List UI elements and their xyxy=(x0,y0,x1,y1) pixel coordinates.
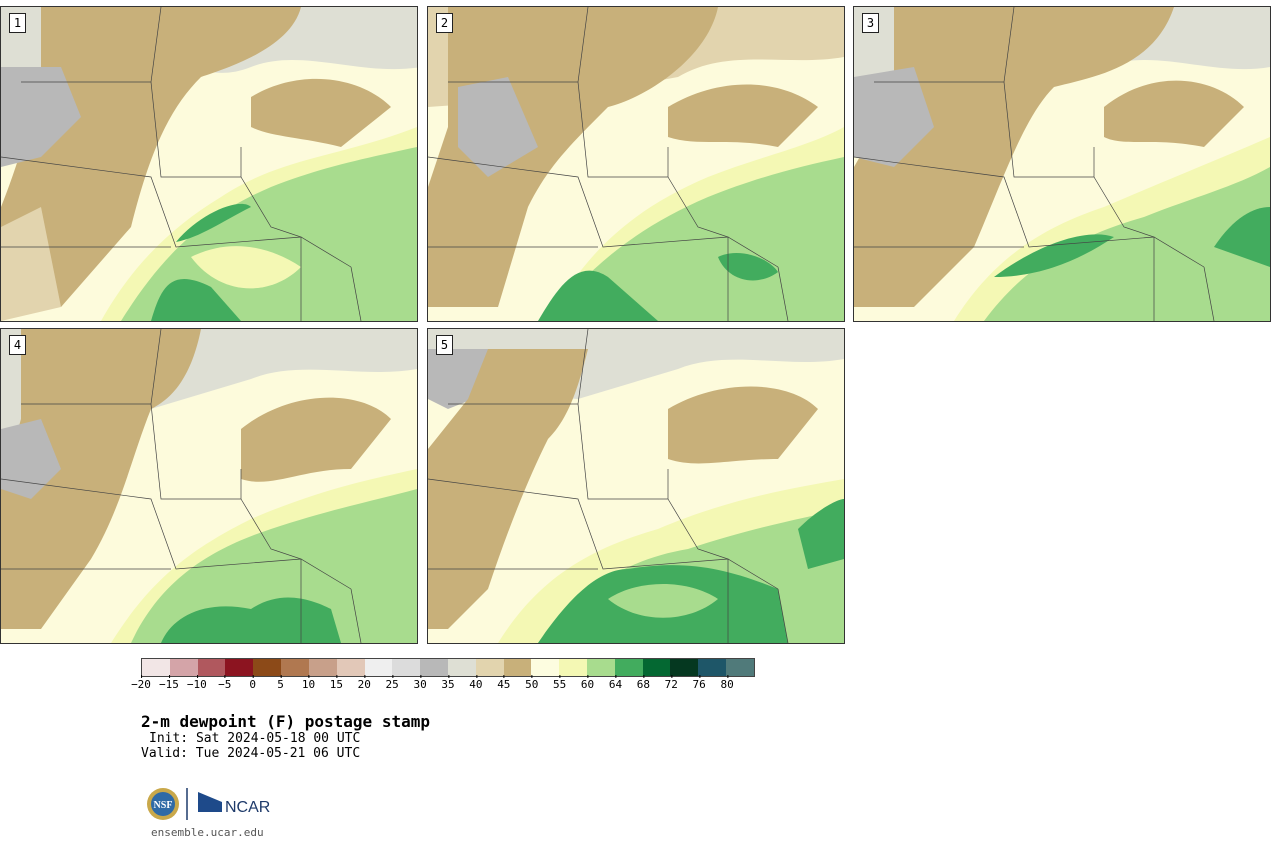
nsf-ncar-logo: NSF NCAR xyxy=(147,788,270,820)
colorbar-swatch xyxy=(559,659,587,676)
colorbar-swatch xyxy=(670,659,699,676)
panel-number: 1 xyxy=(9,13,26,33)
colorbar-tick-label: −5 xyxy=(218,675,232,691)
colorbar xyxy=(141,658,755,677)
map-panel-3: 3 xyxy=(853,6,1271,322)
colorbar-tick-label: 10 xyxy=(301,675,316,691)
colorbar-swatch xyxy=(253,659,282,676)
colorbar-swatch xyxy=(531,659,560,676)
panel-number: 4 xyxy=(9,335,26,355)
colorbar-tick-label: 30 xyxy=(413,675,427,691)
dewpoint-map-4 xyxy=(1,329,417,643)
valid-time: Valid: Tue 2024-05-21 06 UTC xyxy=(141,746,361,761)
colorbar-tick-label: −15 xyxy=(158,675,179,691)
colorbar-swatch xyxy=(336,659,365,676)
colorbar-swatch xyxy=(503,659,532,676)
colorbar-swatch xyxy=(614,659,643,676)
colorbar-tick-label: 20 xyxy=(357,675,371,691)
colorbar-swatch xyxy=(308,659,337,676)
colorbar-swatch xyxy=(281,659,309,676)
map-panel-2: 2 xyxy=(427,6,845,322)
panel-number: 2 xyxy=(436,13,453,33)
colorbar-swatch xyxy=(225,659,254,676)
colorbar-tick-label: 64 xyxy=(608,675,623,691)
colorbar-swatch xyxy=(447,659,476,676)
colorbar-tick-label: 68 xyxy=(636,675,650,691)
colorbar-tick-label: 15 xyxy=(329,675,343,691)
dewpoint-map-1 xyxy=(1,7,417,321)
map-panel-5: 5 xyxy=(427,328,845,644)
dewpoint-map-2 xyxy=(428,7,844,321)
colorbar-swatch xyxy=(726,659,754,676)
colorbar-tick-label: 5 xyxy=(277,675,284,691)
panel-number: 3 xyxy=(862,13,879,33)
colorbar-tick-label: 55 xyxy=(553,675,567,691)
colorbar-swatch xyxy=(420,659,448,676)
colorbar-tick-label: 72 xyxy=(664,675,678,691)
colorbar-tick-label: −10 xyxy=(186,675,207,691)
dewpoint-map-3 xyxy=(854,7,1270,321)
colorbar-swatch xyxy=(364,659,393,676)
colorbar-ticks: −20 −15 −10 −5 0 5 10 15 20 25 30 35 40 45 50 55 60 64 68 7… xyxy=(131,675,755,698)
colorbar-tick-label: 40 xyxy=(469,675,483,691)
colorbar-swatch xyxy=(197,659,226,676)
colorbar-swatch xyxy=(169,659,198,676)
colorbar-swatch xyxy=(142,659,170,676)
colorbar-tick-label: 50 xyxy=(525,675,539,691)
colorbar-tick-label: −20 xyxy=(131,675,151,691)
nsf-logo-text: NSF xyxy=(154,800,173,811)
colorbar-tick-label: 45 xyxy=(497,675,511,691)
map-panel-1: 1 xyxy=(0,6,418,322)
source-url: ensemble.ucar.edu xyxy=(151,826,264,839)
colorbar-swatch xyxy=(587,659,615,676)
map-panel-4: 4 xyxy=(0,328,418,644)
colorbar-tick-label: 35 xyxy=(441,675,455,691)
plot-title: 2-m dewpoint (F) postage stamp xyxy=(141,712,430,731)
colorbar-swatch xyxy=(392,659,421,676)
colorbar-tick-label: 76 xyxy=(692,675,706,691)
colorbar-swatch xyxy=(642,659,671,676)
colorbar-swatch xyxy=(698,659,727,676)
init-time: Init: Sat 2024-05-18 00 UTC xyxy=(149,731,361,746)
colorbar-swatch xyxy=(475,659,504,676)
colorbar-tick-label: 60 xyxy=(580,675,595,691)
colorbar-tick-label: 80 xyxy=(720,675,734,691)
colorbar-tick-label: 0 xyxy=(249,675,256,691)
colorbar-tick-label: 25 xyxy=(385,675,399,691)
panel-number: 5 xyxy=(436,335,453,355)
ncar-logo-text: NCAR xyxy=(225,799,270,816)
dewpoint-map-5 xyxy=(428,329,844,643)
